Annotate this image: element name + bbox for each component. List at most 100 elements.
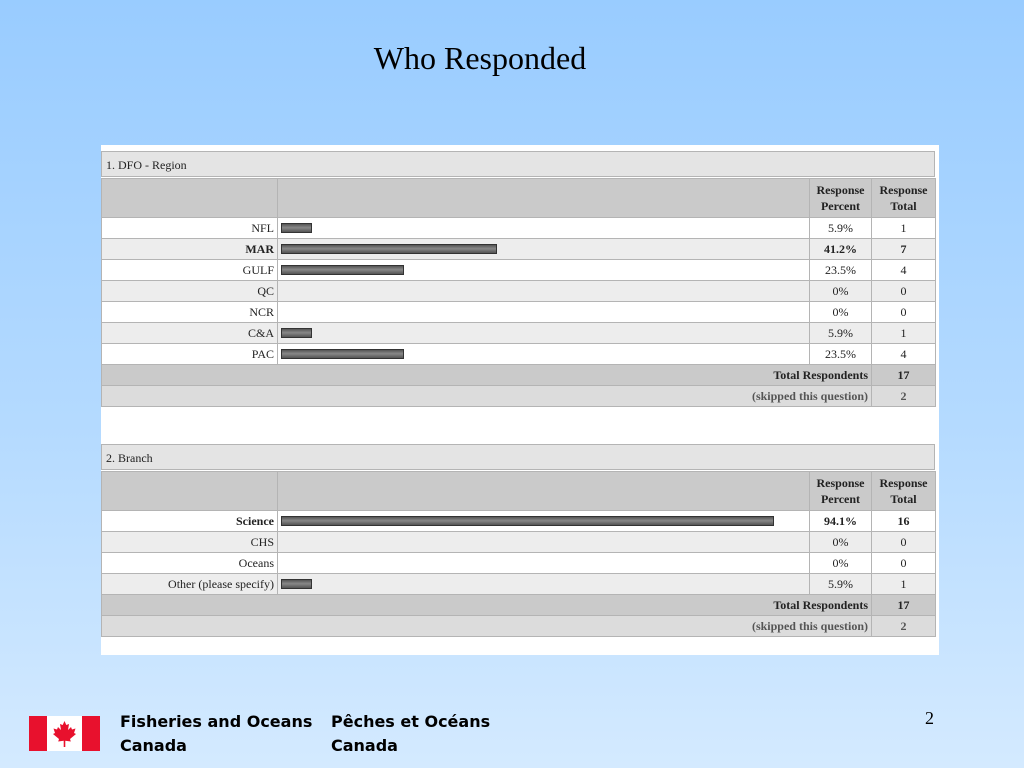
results-table: Response Percent Response Total NFL 5.9% 1 MAR 4… [101,178,936,407]
bar-cell [277,322,810,344]
question-title: 2. Branch [101,444,935,470]
answer-label: MAR [101,238,278,260]
response-percent: 0% [809,280,872,302]
header-blank-cell [277,178,810,218]
footer-english: Fisheries and Oceans Canada [120,710,312,758]
response-bar [281,349,404,359]
answer-label: GULF [101,259,278,281]
table-row: MAR 41.2% 7 [101,238,936,260]
total-respondents-label: Total Respondents [101,364,872,386]
bar-cell [277,280,810,302]
response-percent: 0% [809,301,872,323]
bar-cell [277,259,810,281]
response-percent: 5.9% [809,322,872,344]
header-text: Percent [820,199,861,213]
response-percent: 41.2% [809,238,872,260]
header-blank-cell [101,178,278,218]
table-header-row: Response Percent Response Total [101,471,936,511]
skipped-label: (skipped this question) [101,385,872,407]
header-text: Total [890,199,917,213]
response-bar [281,244,497,254]
total-respondents-label: Total Respondents [101,594,872,616]
response-percent: 0% [809,552,872,574]
table-row: Oceans 0% 0 [101,552,936,574]
survey-panel: 1. DFO - Region Response Percent Response T… [101,145,939,655]
table-row: Science 94.1% 16 [101,510,936,532]
response-bar [281,265,404,275]
bar-cell [277,217,810,239]
table-row: GULF 23.5% 4 [101,259,936,281]
header-blank-cell [277,471,810,511]
footer-french: Pêches et Océans Canada [331,710,490,758]
footer-french-line2: Canada [331,736,398,755]
header-response-percent: Response Percent [809,178,872,218]
response-total: 0 [871,301,936,323]
canada-flag-icon [29,716,100,751]
response-total: 4 [871,259,936,281]
response-bar [281,328,312,338]
table-row: NFL 5.9% 1 [101,217,936,239]
response-total: 1 [871,217,936,239]
answer-label: Science [101,510,278,532]
header-text: Total [890,492,917,506]
table-row: CHS 0% 0 [101,531,936,553]
page-number: 2 [925,708,934,728]
answer-label: Other (please specify) [101,573,278,595]
slide-title: Who Responded [373,40,587,76]
skipped-value: 2 [871,615,936,637]
table-row: Other (please specify) 5.9% 1 [101,573,936,595]
response-total: 0 [871,552,936,574]
response-total: 1 [871,573,936,595]
header-text: Response [879,183,928,197]
header-text: Response [816,183,865,197]
answer-label: C&A [101,322,278,344]
header-response-total: Response Total [871,178,936,218]
response-bar [281,516,774,526]
answer-label: NFL [101,217,278,239]
response-bar [281,579,312,589]
skipped-value: 2 [871,385,936,407]
skipped-label: (skipped this question) [101,615,872,637]
header-response-total: Response Total [871,471,936,511]
response-percent: 5.9% [809,217,872,239]
bar-cell [277,510,810,532]
table-row: C&A 5.9% 1 [101,322,936,344]
total-respondents-row: Total Respondents 17 [101,594,936,616]
answer-label: QC [101,280,278,302]
table-row: PAC 23.5% 4 [101,343,936,365]
response-total: 1 [871,322,936,344]
response-total: 4 [871,343,936,365]
bar-cell [277,552,810,574]
question-block-branch: 2. Branch Response Percent Response Total Sc… [101,444,936,637]
response-total: 0 [871,531,936,553]
header-blank-cell [101,471,278,511]
question-title: 1. DFO - Region [101,151,935,177]
response-percent: 5.9% [809,573,872,595]
bar-cell [277,301,810,323]
total-respondents-value: 17 [871,594,936,616]
bar-cell [277,573,810,595]
answer-label: CHS [101,531,278,553]
footer-french-line1: Pêches et Océans [331,712,491,731]
answer-label: NCR [101,301,278,323]
response-percent: 23.5% [809,343,872,365]
total-respondents-row: Total Respondents 17 [101,364,936,386]
response-percent: 0% [809,531,872,553]
response-total: 7 [871,238,936,260]
response-total: 16 [871,510,936,532]
skipped-row: (skipped this question) 2 [101,615,936,637]
table-header-row: Response Percent Response Total [101,178,936,218]
header-text: Response [816,476,865,490]
header-text: Percent [820,492,861,506]
answer-label: PAC [101,343,278,365]
response-percent: 94.1% [809,510,872,532]
response-bar [281,223,312,233]
response-percent: 23.5% [809,259,872,281]
skipped-row: (skipped this question) 2 [101,385,936,407]
response-total: 0 [871,280,936,302]
header-response-percent: Response Percent [809,471,872,511]
bar-cell [277,343,810,365]
footer-english-line2: Canada [120,736,187,755]
bar-cell [277,531,810,553]
answer-label: Oceans [101,552,278,574]
